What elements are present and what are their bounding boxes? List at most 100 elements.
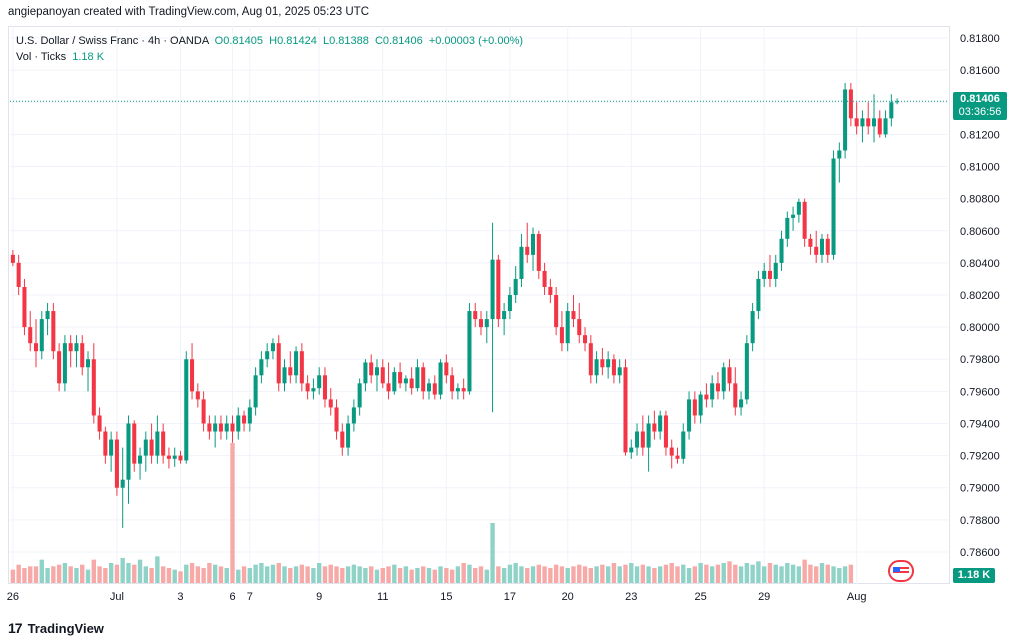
candle[interactable]: [270, 338, 275, 360]
candle[interactable]: [10, 250, 15, 267]
candle[interactable]: [328, 388, 333, 416]
candle[interactable]: [571, 295, 576, 328]
candle[interactable]: [62, 335, 67, 392]
candle[interactable]: [311, 378, 316, 400]
candle[interactable]: [681, 423, 686, 464]
candle[interactable]: [374, 359, 380, 392]
candle[interactable]: [461, 378, 466, 400]
candle[interactable]: [305, 375, 310, 400]
candle[interactable]: [155, 415, 160, 464]
candle[interactable]: [785, 211, 790, 247]
candle[interactable]: [444, 354, 449, 384]
candle[interactable]: [109, 431, 114, 472]
candle[interactable]: [617, 359, 622, 384]
candle[interactable]: [317, 367, 322, 395]
candle[interactable]: [85, 351, 91, 392]
candle[interactable]: [45, 303, 50, 336]
candle[interactable]: [791, 206, 796, 231]
candle[interactable]: [114, 431, 119, 496]
candle[interactable]: [68, 335, 73, 368]
candle[interactable]: [33, 319, 39, 368]
candle[interactable]: [432, 375, 437, 400]
candle[interactable]: [322, 367, 327, 408]
candle[interactable]: [380, 359, 385, 389]
candle[interactable]: [877, 110, 882, 138]
candle[interactable]: [698, 391, 703, 424]
candle[interactable]: [744, 335, 749, 405]
candle[interactable]: [860, 110, 865, 143]
candle[interactable]: [22, 278, 27, 336]
candle[interactable]: [883, 110, 888, 138]
candle[interactable]: [57, 343, 62, 392]
candle[interactable]: [415, 359, 420, 392]
candle[interactable]: [392, 367, 397, 395]
candle[interactable]: [819, 233, 825, 263]
candle[interactable]: [265, 343, 270, 368]
candle[interactable]: [126, 415, 131, 504]
candle[interactable]: [288, 351, 293, 384]
candle[interactable]: [652, 410, 657, 440]
candle[interactable]: [583, 327, 588, 352]
candle[interactable]: [467, 303, 472, 395]
candle[interactable]: [629, 439, 634, 459]
candle[interactable]: [687, 391, 692, 440]
candle[interactable]: [166, 447, 171, 469]
candle[interactable]: [91, 343, 96, 424]
candle[interactable]: [294, 346, 299, 384]
candle[interactable]: [161, 423, 166, 464]
candle[interactable]: [351, 399, 356, 432]
candle[interactable]: [450, 367, 455, 400]
candle[interactable]: [438, 359, 443, 400]
candle[interactable]: [611, 354, 616, 384]
candle[interactable]: [658, 410, 663, 440]
candle[interactable]: [28, 311, 33, 352]
candle[interactable]: [692, 391, 697, 424]
candle[interactable]: [831, 150, 836, 260]
candle[interactable]: [773, 254, 778, 287]
candle[interactable]: [334, 399, 339, 440]
candle[interactable]: [623, 359, 628, 456]
candle[interactable]: [762, 262, 767, 287]
candle[interactable]: [525, 222, 530, 263]
candle[interactable]: [548, 278, 553, 304]
candle[interactable]: [178, 450, 183, 464]
candle[interactable]: [409, 367, 414, 395]
candle[interactable]: [733, 367, 738, 416]
candle[interactable]: [143, 431, 148, 472]
candle[interactable]: [478, 311, 484, 336]
candle[interactable]: [120, 447, 125, 528]
candle[interactable]: [825, 233, 830, 263]
candle[interactable]: [866, 102, 871, 135]
candle[interactable]: [640, 415, 645, 456]
candle[interactable]: [346, 415, 351, 456]
candle[interactable]: [242, 410, 247, 432]
candle[interactable]: [426, 378, 432, 400]
candle[interactable]: [403, 375, 408, 392]
candle[interactable]: [16, 254, 21, 295]
candle[interactable]: [195, 383, 200, 408]
candle[interactable]: [594, 351, 599, 384]
candle[interactable]: [473, 303, 478, 328]
candle[interactable]: [802, 198, 807, 247]
candle[interactable]: [190, 343, 195, 400]
candle[interactable]: [750, 303, 755, 352]
candle[interactable]: [715, 372, 720, 400]
candle[interactable]: [496, 254, 501, 328]
candle[interactable]: [554, 286, 559, 336]
candle[interactable]: [172, 447, 177, 467]
candle[interactable]: [895, 98, 900, 105]
candle[interactable]: [837, 142, 842, 183]
candle[interactable]: [224, 415, 229, 440]
candle[interactable]: [606, 351, 611, 379]
candle[interactable]: [207, 415, 212, 440]
candle[interactable]: [542, 262, 547, 295]
candle[interactable]: [230, 415, 235, 443]
candle[interactable]: [363, 359, 368, 392]
candle[interactable]: [739, 391, 744, 416]
candle[interactable]: [519, 233, 524, 287]
candle[interactable]: [565, 303, 570, 352]
candle[interactable]: [513, 266, 518, 304]
candle[interactable]: [421, 362, 426, 400]
candle[interactable]: [669, 439, 674, 469]
candle[interactable]: [577, 303, 582, 344]
